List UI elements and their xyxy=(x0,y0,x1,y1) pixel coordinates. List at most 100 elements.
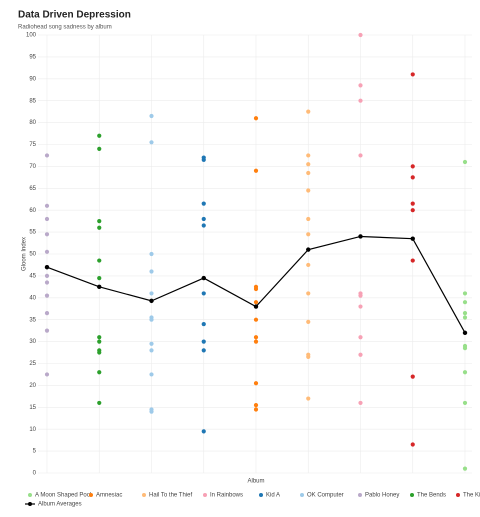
point xyxy=(253,407,259,412)
point xyxy=(253,300,259,305)
point xyxy=(149,269,154,274)
point xyxy=(44,249,50,254)
legend-label: Pablo Honey xyxy=(365,493,399,499)
legend-label: Hail To the Thief xyxy=(149,493,192,499)
chart-title: Data Driven Depression xyxy=(18,10,131,21)
y-tick-label: 65 xyxy=(29,186,36,192)
point xyxy=(149,317,154,322)
point xyxy=(306,188,311,193)
point xyxy=(410,175,415,180)
point xyxy=(410,258,415,263)
point xyxy=(44,328,50,333)
point xyxy=(358,153,363,158)
point xyxy=(306,319,311,324)
point xyxy=(410,442,415,447)
point xyxy=(149,409,154,414)
point xyxy=(306,354,311,360)
point xyxy=(462,159,468,165)
point xyxy=(44,280,50,285)
point xyxy=(253,286,259,292)
point xyxy=(358,352,363,357)
legend-label: Album Averages xyxy=(38,502,82,508)
y-tick-label: 90 xyxy=(29,76,36,82)
point xyxy=(149,251,154,257)
point xyxy=(44,153,50,158)
point xyxy=(253,403,259,408)
point xyxy=(306,232,311,237)
y-tick-label: 35 xyxy=(29,317,36,323)
average-point xyxy=(44,264,50,270)
y-tick-label: 45 xyxy=(29,273,36,279)
point xyxy=(97,275,102,281)
point xyxy=(149,291,154,296)
point xyxy=(410,374,415,379)
legend-marker xyxy=(89,493,93,497)
y-tick-label: 15 xyxy=(29,405,36,411)
legend-marker xyxy=(456,493,460,497)
y-tick-label: 95 xyxy=(29,54,36,60)
y-tick-label: 10 xyxy=(29,427,36,433)
point xyxy=(44,293,50,298)
point xyxy=(97,133,102,138)
point xyxy=(201,201,206,206)
y-tick-label: 75 xyxy=(29,142,36,148)
point xyxy=(253,335,259,340)
point xyxy=(306,170,311,176)
point xyxy=(97,339,102,344)
point xyxy=(358,400,363,406)
y-tick-label: 55 xyxy=(29,230,36,236)
y-tick-label: 50 xyxy=(29,252,36,258)
point xyxy=(410,201,415,206)
point xyxy=(306,291,311,296)
legend-label: The Bends xyxy=(417,493,446,499)
point xyxy=(201,216,206,222)
point xyxy=(462,315,468,320)
point xyxy=(358,32,363,38)
point xyxy=(97,225,102,230)
point xyxy=(306,396,311,401)
point xyxy=(44,273,50,278)
point xyxy=(462,346,468,351)
point xyxy=(44,203,50,208)
point xyxy=(97,146,102,151)
y-tick-label: 30 xyxy=(29,339,36,345)
point xyxy=(201,223,206,228)
point xyxy=(97,258,102,263)
y-tick-label: 5 xyxy=(33,449,37,455)
y-tick-label: 70 xyxy=(29,164,36,170)
legend-marker xyxy=(203,493,207,497)
point xyxy=(462,370,468,375)
point xyxy=(306,153,311,158)
point xyxy=(410,208,415,213)
point xyxy=(44,372,50,377)
point xyxy=(97,400,102,406)
average-point xyxy=(253,304,259,309)
legend-marker xyxy=(142,493,146,497)
point xyxy=(462,400,468,406)
point xyxy=(462,466,468,471)
point xyxy=(410,164,415,169)
average-point xyxy=(201,275,206,281)
point xyxy=(201,339,206,344)
point xyxy=(97,219,102,224)
point xyxy=(149,372,154,377)
point xyxy=(253,339,259,344)
legend-marker xyxy=(28,502,32,506)
point xyxy=(149,348,154,353)
x-axis-label: Album xyxy=(247,479,264,485)
point xyxy=(201,321,206,327)
legend-label: Amnesiac xyxy=(96,493,122,499)
point xyxy=(253,381,259,386)
point xyxy=(97,350,102,355)
chart-subtitle: Radiohead song sadness by album xyxy=(18,25,112,31)
point xyxy=(462,291,468,296)
legend-label: The King Of Limbs xyxy=(463,493,480,499)
point xyxy=(253,116,259,121)
point xyxy=(149,140,154,145)
average-point xyxy=(306,247,311,252)
point xyxy=(97,370,102,375)
legend-label: Kid A xyxy=(266,493,280,499)
point xyxy=(358,293,363,298)
point xyxy=(358,98,363,103)
y-tick-label: 40 xyxy=(29,295,36,301)
